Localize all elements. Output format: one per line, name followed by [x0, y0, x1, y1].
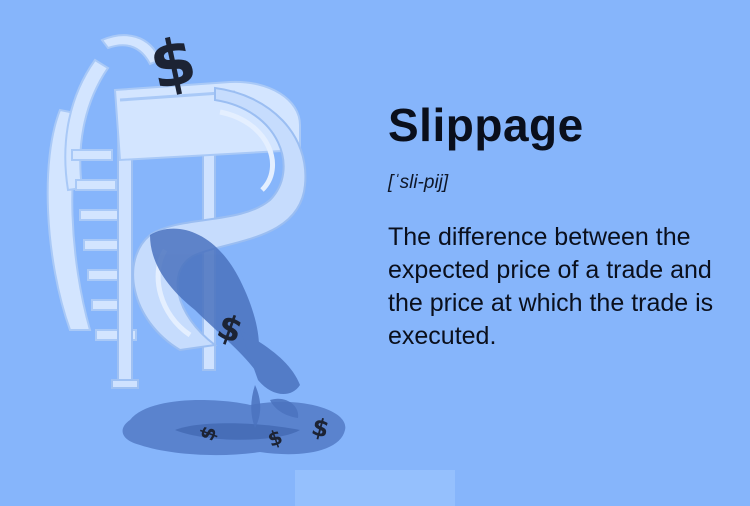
water-slide-illustration: $ $ $ $ $	[46, 24, 346, 456]
bottom-band	[295, 470, 455, 506]
term-title: Slippage	[388, 99, 584, 151]
definition-text-block: Slippage [ˈsli-pij] The difference betwe…	[388, 95, 738, 353]
pronunciation: [ˈsli-pij]	[388, 172, 449, 193]
water-splash	[150, 228, 300, 428]
svg-text:$: $	[309, 412, 332, 443]
top-platform	[100, 34, 301, 162]
definition-text: The difference between the expected pric…	[388, 223, 714, 350]
